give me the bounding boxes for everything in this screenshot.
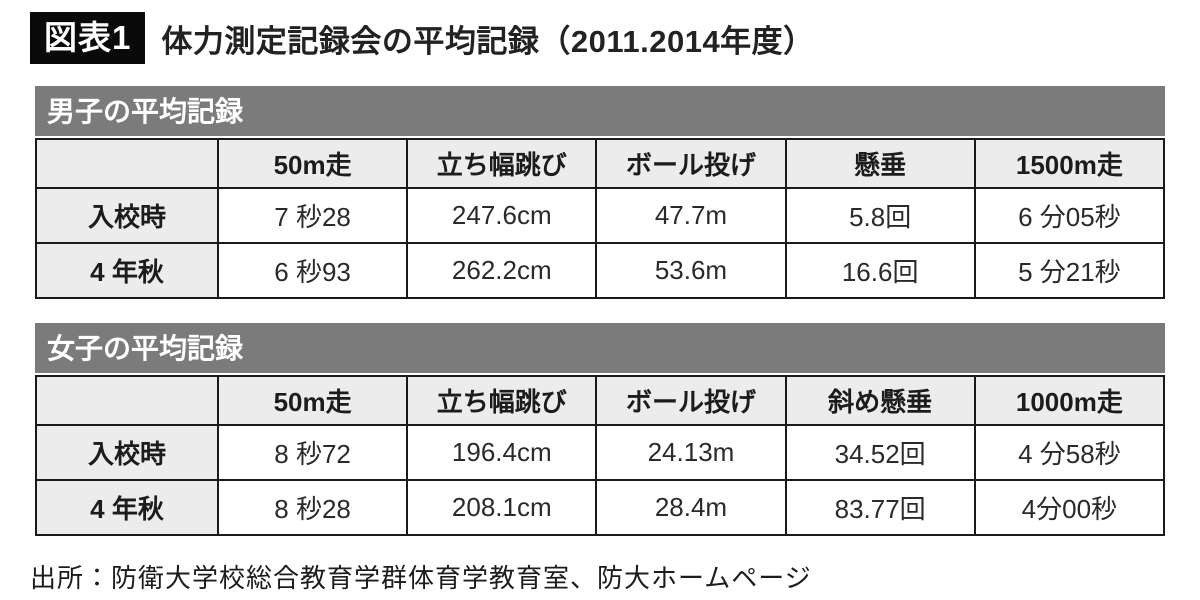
women-table-band-title: 女子の平均記録 (35, 323, 1165, 375)
women-row1-1000m: 4 分58秒 (973, 424, 1166, 481)
men-record-table: 50m走 立ち幅跳び ボール投げ 懸垂 1500m走 入校時 7 秒28 247… (35, 138, 1166, 299)
women-row2-1000m: 4分00秒 (973, 479, 1166, 536)
men-header-1500m: 1500m走 (973, 138, 1166, 189)
page-title: 体力測定記録会の平均記録（2011.2014年度） (161, 23, 815, 59)
women-row2-long-jump: 208.1cm (406, 479, 598, 536)
women-record-table: 50m走 立ち幅跳び ボール投げ 斜め懸垂 1000m走 入校時 8 秒72 1… (35, 375, 1166, 536)
men-row2-50m: 6 秒93 (216, 242, 409, 299)
men-row1-long-jump: 247.6cm (406, 187, 598, 244)
women-row2-ball-throw: 28.4m (595, 479, 787, 536)
source-note: 出所：防衛大学校総合教育学群体育学教育室、防大ホームページ (30, 564, 812, 593)
women-header-row: 50m走 立ち幅跳び ボール投げ 斜め懸垂 1000m走 (35, 375, 1166, 426)
men-header-long-jump: 立ち幅跳び (406, 138, 598, 189)
men-row2-1500m: 5 分21秒 (973, 242, 1166, 299)
women-header-1000m: 1000m走 (973, 375, 1166, 426)
men-row2-label: 4 年秋 (35, 242, 219, 299)
table-row: 入校時 8 秒72 196.4cm 24.13m 34.52回 4 分58秒 (35, 424, 1166, 481)
men-row1-pullup: 5.8回 (784, 187, 976, 244)
men-row2-long-jump: 262.2cm (406, 242, 598, 299)
men-row2-ball-throw: 53.6m (595, 242, 787, 299)
men-header-50m: 50m走 (216, 138, 409, 189)
men-header-pullup: 懸垂 (784, 138, 976, 189)
table-row: 4 年秋 8 秒28 208.1cm 28.4m 83.77回 4分00秒 (35, 479, 1166, 536)
men-table-band-title: 男子の平均記録 (35, 86, 1165, 138)
women-row1-long-jump: 196.4cm (406, 424, 598, 481)
men-table-block: 男子の平均記録 50m走 立ち幅跳び ボール投げ 懸垂 1500m走 入校時 7… (35, 86, 1166, 299)
women-header-incline-pullup: 斜め懸垂 (784, 375, 976, 426)
men-header-ball-throw: ボール投げ (595, 138, 787, 189)
women-header-ball-throw: ボール投げ (595, 375, 787, 426)
men-header-row: 50m走 立ち幅跳び ボール投げ 懸垂 1500m走 (35, 138, 1166, 189)
men-row1-50m: 7 秒28 (216, 187, 409, 244)
women-header-empty (35, 375, 219, 426)
women-row2-label: 4 年秋 (35, 479, 219, 536)
men-row2-pullup: 16.6回 (784, 242, 976, 299)
women-row2-50m: 8 秒28 (216, 479, 409, 536)
women-row1-50m: 8 秒72 (216, 424, 409, 481)
men-row1-ball-throw: 47.7m (595, 187, 787, 244)
figure-badge: 図表1 (30, 12, 146, 64)
title-row: 図表1 体力測定記録会の平均記録（2011.2014年度） (30, 12, 1200, 64)
women-table-block: 女子の平均記録 50m走 立ち幅跳び ボール投げ 斜め懸垂 1000m走 入校時… (35, 323, 1166, 536)
table-row: 入校時 7 秒28 247.6cm 47.7m 5.8回 6 分05秒 (35, 187, 1166, 244)
women-row1-label: 入校時 (35, 424, 219, 481)
women-header-long-jump: 立ち幅跳び (406, 375, 598, 426)
men-header-empty (35, 138, 219, 189)
women-row2-incline-pullup: 83.77回 (784, 479, 976, 536)
women-row1-ball-throw: 24.13m (595, 424, 787, 481)
table-row: 4 年秋 6 秒93 262.2cm 53.6m 16.6回 5 分21秒 (35, 242, 1166, 299)
men-row1-label: 入校時 (35, 187, 219, 244)
women-header-50m: 50m走 (216, 375, 409, 426)
women-row1-incline-pullup: 34.52回 (784, 424, 976, 481)
men-row1-1500m: 6 分05秒 (973, 187, 1166, 244)
